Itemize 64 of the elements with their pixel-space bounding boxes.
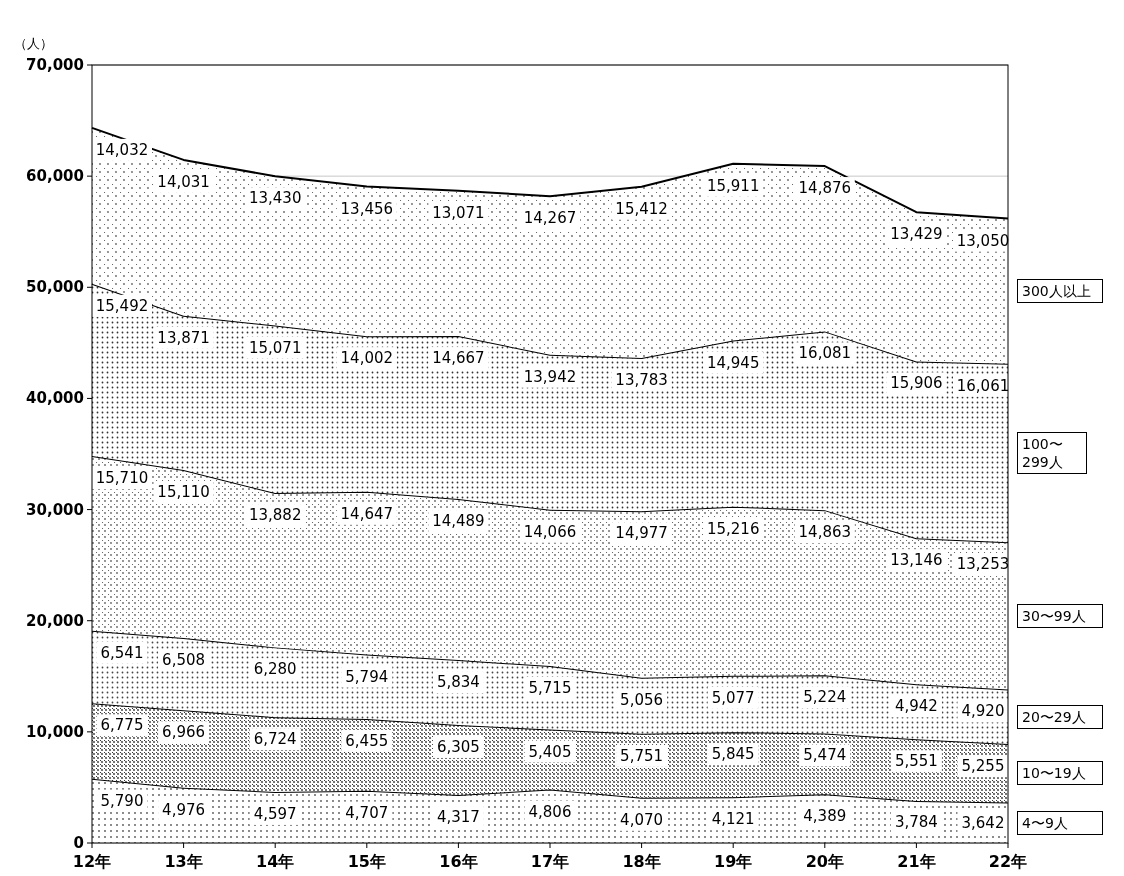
data-label: 15,110 <box>153 481 214 503</box>
y-tick-label: 50,000 <box>26 278 84 297</box>
data-label: 15,071 <box>245 336 306 359</box>
y-tick-label: 40,000 <box>26 389 84 408</box>
x-tick-label: 18年 <box>622 852 661 871</box>
data-label: 14,032 <box>92 138 152 161</box>
data-label: 5,845 <box>707 743 759 766</box>
y-tick-label: 70,000 <box>26 56 84 74</box>
data-label: 13,942 <box>520 365 580 388</box>
x-tick-label: 15年 <box>347 852 386 871</box>
data-label: 6,455 <box>341 729 393 752</box>
y-tick-label: 60,000 <box>26 167 84 186</box>
data-label: 14,002 <box>336 347 397 370</box>
data-label: 6,966 <box>158 721 210 744</box>
x-tick-label: 16年 <box>439 852 478 871</box>
data-label: 4,317 <box>432 806 484 828</box>
y-tick-label: 10,000 <box>26 722 84 741</box>
data-label: 13,783 <box>611 369 672 391</box>
y-tick-label: 20,000 <box>26 611 84 630</box>
data-label: 5,474 <box>799 744 851 767</box>
data-label: 13,071 <box>428 201 489 224</box>
data-label: 13,882 <box>245 504 306 527</box>
x-tick-label: 20年 <box>805 852 844 871</box>
data-label: 13,430 <box>245 187 306 210</box>
data-label: 14,267 <box>520 207 580 230</box>
data-label: 15,906 <box>886 372 947 395</box>
data-label: 4,942 <box>890 695 942 718</box>
data-label: 5,224 <box>799 686 851 709</box>
y-tick-label: 30,000 <box>26 500 84 519</box>
data-label: 14,876 <box>794 177 855 200</box>
x-tick-label: 14年 <box>256 852 295 871</box>
data-label: 6,280 <box>249 658 301 681</box>
y-tick-label: 0 <box>73 834 84 852</box>
data-label: 5,551 <box>890 750 942 773</box>
data-label: 5,834 <box>432 671 484 694</box>
x-tick-label: 13年 <box>164 852 203 871</box>
data-label: 5,751 <box>616 744 668 767</box>
data-label: 13,146 <box>886 549 947 572</box>
data-label: 14,667 <box>428 347 489 370</box>
data-label: 14,945 <box>703 351 764 374</box>
data-label: 15,216 <box>703 517 764 540</box>
data-label: 13,429 <box>886 223 947 246</box>
data-label: 4,976 <box>158 798 210 821</box>
x-tick-label: 19年 <box>714 852 753 871</box>
y-axis-title: （人） <box>13 36 53 51</box>
x-tick-label: 22年 <box>988 852 1028 871</box>
data-label: 5,056 <box>616 688 668 711</box>
x-tick-label: 21年 <box>897 852 936 871</box>
data-label: 5,255 <box>957 755 1009 778</box>
data-label: 14,977 <box>611 522 672 545</box>
data-label: 16,081 <box>794 342 855 365</box>
data-label: 6,508 <box>158 648 210 671</box>
data-label: 14,066 <box>520 520 580 543</box>
data-label: 4,389 <box>799 805 851 828</box>
data-label: 15,710 <box>92 467 152 490</box>
data-label: 6,775 <box>96 714 148 737</box>
data-label: 6,724 <box>249 728 301 751</box>
data-label: 14,863 <box>794 521 855 544</box>
x-tick-label: 12年 <box>72 852 112 871</box>
x-tick-label: 17年 <box>530 852 570 871</box>
data-label: 4,920 <box>957 700 1009 723</box>
data-label: 14,489 <box>428 510 489 533</box>
data-label: 15,911 <box>703 174 764 197</box>
data-label: 5,794 <box>341 665 393 688</box>
